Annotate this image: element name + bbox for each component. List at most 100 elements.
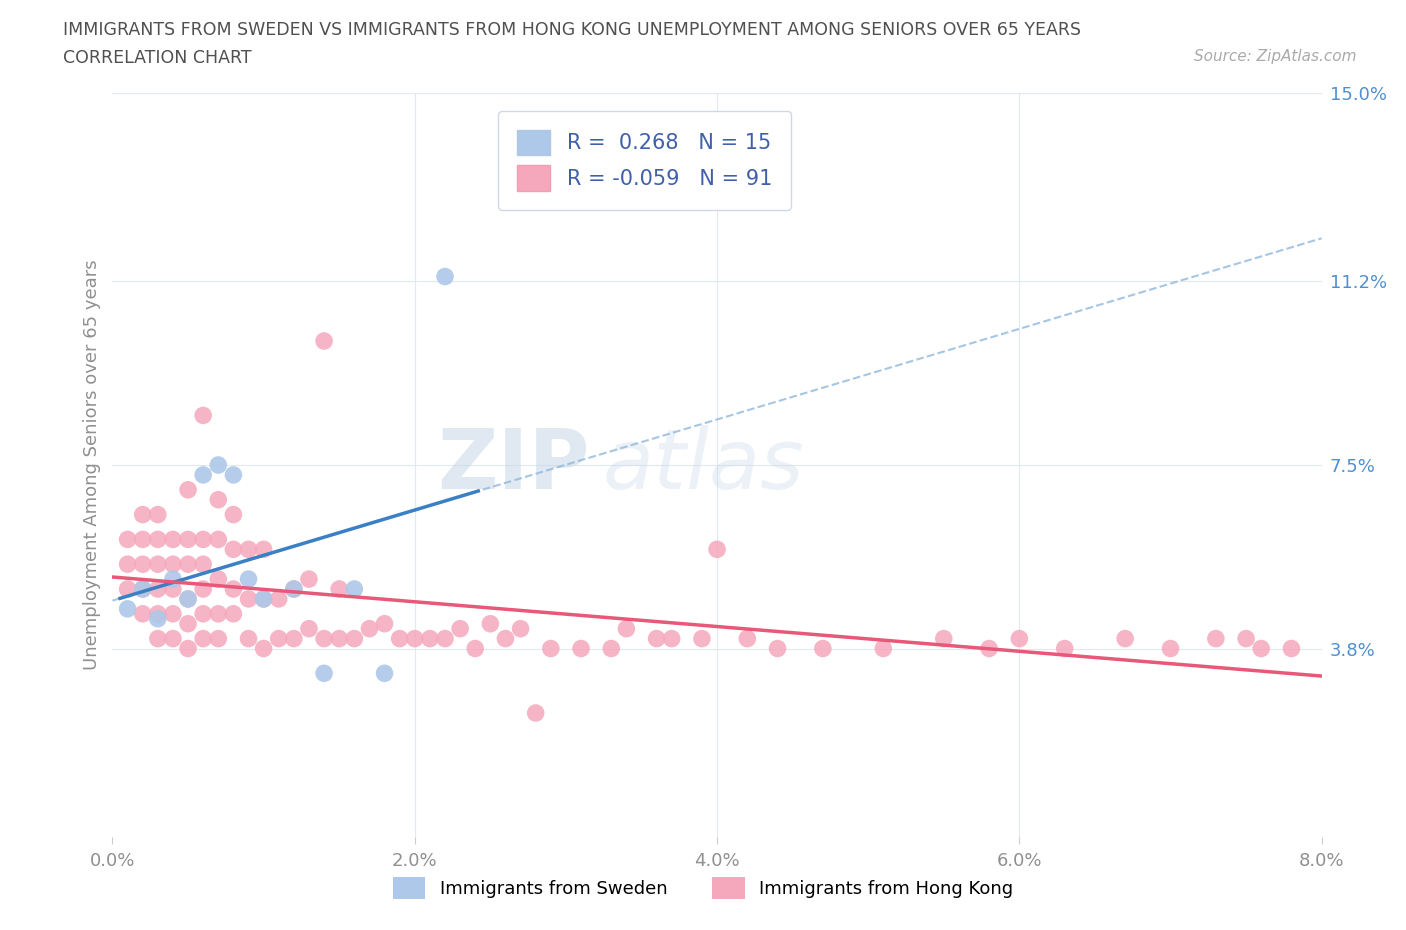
Point [191, 631, 215, 646]
Point [207, 631, 229, 646]
Point [524, 706, 547, 721]
Point [191, 581, 215, 596]
Point [177, 591, 200, 606]
Point [207, 606, 229, 621]
Point [433, 269, 456, 284]
Point [388, 631, 411, 646]
Point [979, 641, 1001, 656]
Point [509, 621, 531, 636]
Point [207, 458, 229, 472]
Point [283, 581, 305, 596]
Point [222, 581, 245, 596]
Point [191, 468, 215, 483]
Point [132, 581, 155, 596]
Point [146, 631, 169, 646]
Point [162, 557, 184, 572]
Point [191, 606, 215, 621]
Point [162, 631, 184, 646]
Point [146, 557, 169, 572]
Legend: R =  0.268   N = 15, R = -0.059   N = 91: R = 0.268 N = 15, R = -0.059 N = 91 [498, 111, 792, 209]
Point [238, 542, 260, 557]
Point [283, 631, 305, 646]
Point [1205, 631, 1227, 646]
Point [690, 631, 713, 646]
Point [177, 557, 200, 572]
Point [162, 606, 184, 621]
Point [177, 617, 200, 631]
Point [132, 557, 155, 572]
Text: atlas: atlas [602, 424, 804, 506]
Text: CORRELATION CHART: CORRELATION CHART [63, 49, 252, 67]
Point [1250, 641, 1272, 656]
Point [162, 581, 184, 596]
Point [267, 631, 290, 646]
Point [146, 611, 169, 626]
Point [464, 641, 486, 656]
Point [222, 507, 245, 522]
Point [222, 468, 245, 483]
Point [117, 532, 139, 547]
Point [404, 631, 426, 646]
Point [132, 507, 155, 522]
Point [191, 557, 215, 572]
Point [177, 483, 200, 498]
Point [645, 631, 668, 646]
Text: ZIP: ZIP [437, 424, 591, 506]
Point [766, 641, 789, 656]
Point [312, 334, 335, 349]
Point [146, 532, 169, 547]
Point [177, 591, 200, 606]
Point [932, 631, 955, 646]
Point [117, 581, 139, 596]
Point [177, 641, 200, 656]
Point [343, 631, 366, 646]
Point [238, 591, 260, 606]
Point [222, 542, 245, 557]
Text: IMMIGRANTS FROM SWEDEN VS IMMIGRANTS FROM HONG KONG UNEMPLOYMENT AMONG SENIORS O: IMMIGRANTS FROM SWEDEN VS IMMIGRANTS FRO… [63, 21, 1081, 39]
Point [283, 581, 305, 596]
Point [132, 606, 155, 621]
Point [191, 532, 215, 547]
Point [540, 641, 562, 656]
Point [600, 641, 623, 656]
Point [811, 641, 834, 656]
Point [207, 532, 229, 547]
Text: Source: ZipAtlas.com: Source: ZipAtlas.com [1194, 49, 1357, 64]
Legend: Immigrants from Sweden, Immigrants from Hong Kong: Immigrants from Sweden, Immigrants from … [378, 863, 1028, 913]
Point [419, 631, 441, 646]
Point [706, 542, 728, 557]
Point [449, 621, 471, 636]
Point [117, 602, 139, 617]
Point [207, 572, 229, 587]
Point [1279, 641, 1302, 656]
Point [117, 557, 139, 572]
Point [253, 591, 276, 606]
Point [616, 621, 638, 636]
Point [359, 621, 381, 636]
Point [1234, 631, 1257, 646]
Point [238, 631, 260, 646]
Point [1114, 631, 1136, 646]
Point [298, 572, 321, 587]
Point [495, 631, 517, 646]
Point [312, 666, 335, 681]
Point [569, 641, 592, 656]
Point [433, 631, 456, 646]
Point [328, 631, 350, 646]
Point [253, 591, 276, 606]
Point [146, 581, 169, 596]
Point [162, 532, 184, 547]
Point [267, 591, 290, 606]
Point [872, 641, 894, 656]
Point [146, 507, 169, 522]
Point [191, 408, 215, 423]
Point [737, 631, 759, 646]
Point [661, 631, 683, 646]
Point [328, 581, 350, 596]
Point [479, 617, 502, 631]
Y-axis label: Unemployment Among Seniors over 65 years: Unemployment Among Seniors over 65 years [83, 259, 101, 671]
Point [1159, 641, 1181, 656]
Point [253, 542, 276, 557]
Point [1053, 641, 1076, 656]
Point [222, 606, 245, 621]
